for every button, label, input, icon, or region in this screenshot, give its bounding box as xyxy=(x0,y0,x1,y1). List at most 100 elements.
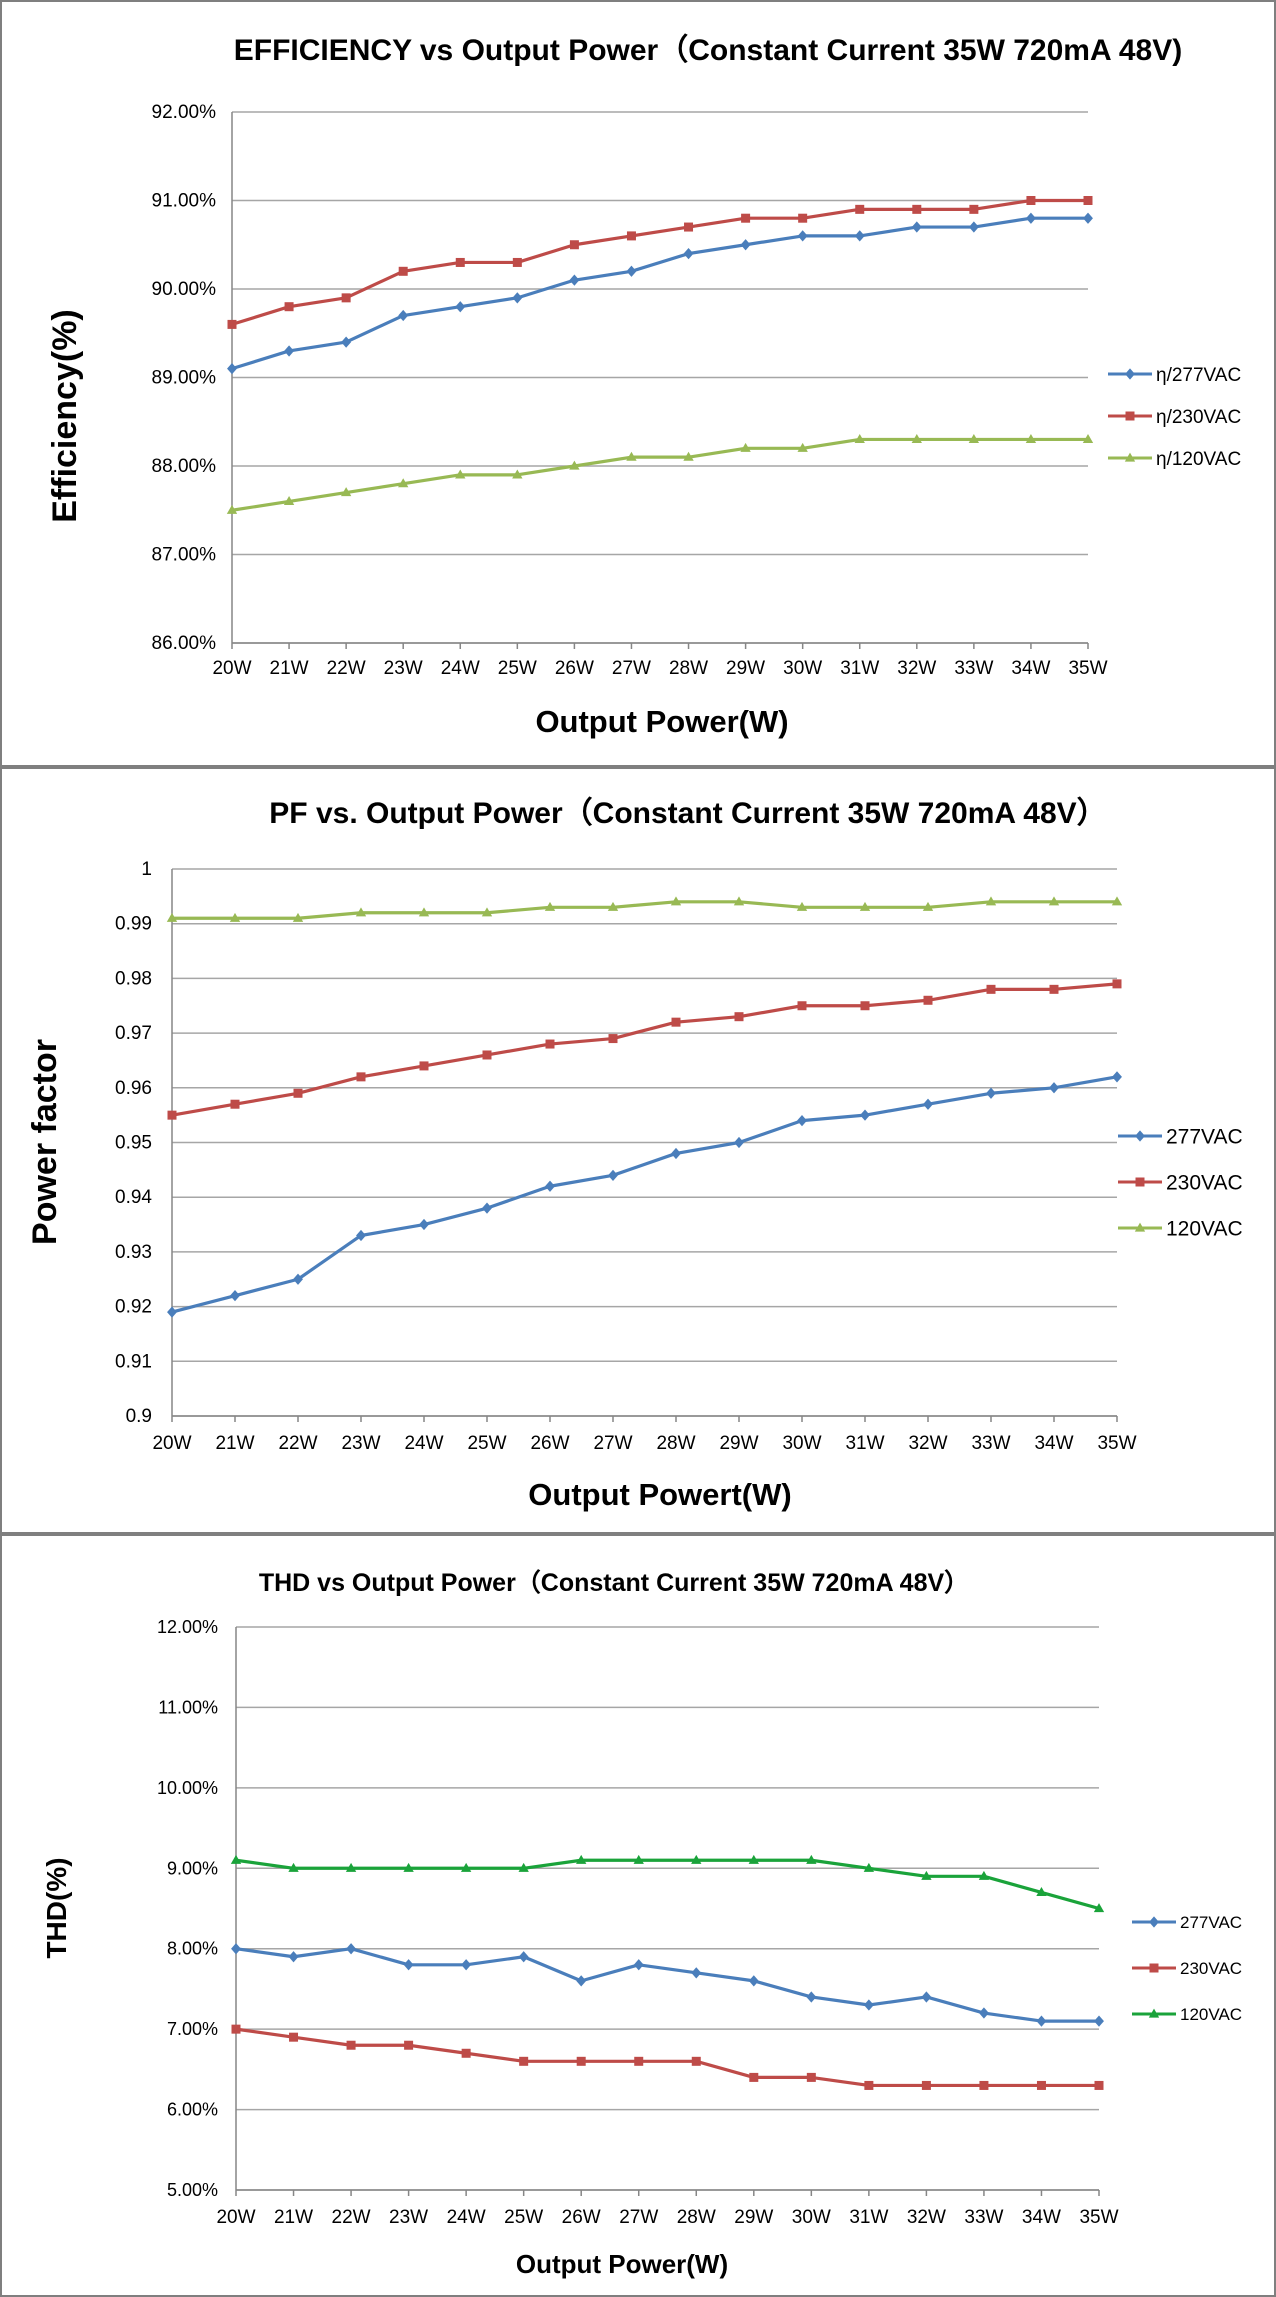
data-point xyxy=(569,274,580,286)
series-277vac xyxy=(231,1943,1104,2027)
data-point xyxy=(921,2080,931,2090)
data-point xyxy=(289,2032,299,2042)
data-point xyxy=(1112,979,1122,989)
series-line xyxy=(231,437,1088,512)
y-tick-label: 0.9 xyxy=(126,1406,152,1427)
y-tick-label: 0.94 xyxy=(115,1187,152,1208)
x-tick-label: 28W xyxy=(677,2207,716,2228)
data-point xyxy=(733,896,745,906)
data-point xyxy=(626,451,637,461)
x-axis-label: Output Powert(W) xyxy=(528,1477,791,1512)
data-point xyxy=(455,469,466,479)
legend-marker xyxy=(1148,2008,1160,2018)
data-point xyxy=(979,2080,989,2090)
data-point xyxy=(512,469,523,479)
data-point xyxy=(284,345,295,357)
data-point xyxy=(684,222,694,232)
x-tick-label: 33W xyxy=(964,2207,1003,2228)
data-point xyxy=(691,1967,702,1979)
data-point xyxy=(1111,896,1123,906)
x-tick-label: 31W xyxy=(849,2207,888,2228)
data-point xyxy=(864,2080,874,2090)
series-line xyxy=(172,900,1117,920)
data-point xyxy=(1036,2080,1046,2090)
data-point xyxy=(608,1034,618,1044)
y-tick-label: 0.96 xyxy=(115,1078,152,1099)
legend-label: 230VAC xyxy=(1166,1172,1243,1195)
data-point xyxy=(461,1959,472,1971)
x-tick-label: 29W xyxy=(726,658,765,679)
data-point xyxy=(404,2040,414,2050)
data-point xyxy=(398,266,408,276)
chart-panel-border xyxy=(0,767,1276,1534)
legend-item: 230VAC xyxy=(1132,1959,1242,1978)
series-line xyxy=(235,1947,1099,2023)
legend-marker xyxy=(1149,1963,1159,1973)
data-point xyxy=(634,2056,644,2066)
data-point xyxy=(854,434,865,444)
data-point xyxy=(231,2024,241,2034)
legend-label: η/120VAC xyxy=(1156,449,1241,470)
data-point xyxy=(227,319,237,329)
data-point xyxy=(748,1854,759,1864)
data-point xyxy=(481,907,493,917)
x-tick-label: 33W xyxy=(954,658,993,679)
data-point xyxy=(460,1862,472,1872)
data-point xyxy=(854,230,865,242)
data-point xyxy=(293,1088,303,1098)
legend-marker xyxy=(1135,1177,1145,1187)
x-tick-label: 25W xyxy=(467,1433,506,1454)
data-point xyxy=(797,230,808,242)
data-point xyxy=(1094,2015,1104,2027)
data-point xyxy=(545,1180,555,1192)
series-line xyxy=(231,198,1088,326)
x-tick-label: 24W xyxy=(404,1433,443,1454)
x-tick-label: 22W xyxy=(327,658,366,679)
y-tick-label: 91.00% xyxy=(152,191,217,212)
legend-item: 277VAC xyxy=(1132,1913,1242,1932)
legend-label: 120VAC xyxy=(1180,2005,1242,2024)
series-120vac xyxy=(230,1854,1105,1913)
y-tick-label: 9.00% xyxy=(167,1858,218,1878)
legend-label: 120VAC xyxy=(1166,1218,1243,1241)
data-point xyxy=(985,896,997,906)
legend-label: η/277VAC xyxy=(1156,365,1241,386)
chart-title: EFFICIENCY vs Output Power（Constant Curr… xyxy=(234,33,1183,67)
data-point xyxy=(230,1099,240,1109)
data-point xyxy=(806,2072,816,2082)
data-point xyxy=(341,293,351,303)
data-point xyxy=(284,302,294,312)
data-point xyxy=(806,1991,817,2003)
x-tick-label: 35W xyxy=(1079,2207,1118,2228)
x-tick-label: 30W xyxy=(782,1433,821,1454)
data-point xyxy=(455,301,466,313)
data-point xyxy=(978,2007,989,2019)
data-point xyxy=(1094,2080,1104,2090)
data-point xyxy=(283,496,295,505)
data-point xyxy=(986,984,996,994)
data-point xyxy=(923,995,933,1005)
data-point xyxy=(986,1087,996,1099)
y-tick-label: 0.95 xyxy=(115,1133,152,1154)
x-tick-label: 35W xyxy=(1097,1433,1136,1454)
series--120vac xyxy=(226,434,1094,514)
x-tick-label: 24W xyxy=(447,2207,486,2228)
x-tick-label: 33W xyxy=(971,1433,1010,1454)
data-point xyxy=(860,1109,870,1121)
data-point xyxy=(167,1110,177,1120)
y-tick-label: 87.00% xyxy=(152,545,217,566)
data-point xyxy=(863,1999,874,2011)
data-point xyxy=(969,204,979,214)
data-point xyxy=(576,2056,586,2066)
data-point xyxy=(670,896,682,906)
chart-title: PF vs. Output Power（Constant Current 35W… xyxy=(269,796,1106,830)
data-point xyxy=(608,1169,618,1181)
data-point xyxy=(418,907,430,917)
series--277vac xyxy=(227,212,1093,375)
data-point xyxy=(341,336,352,348)
data-point xyxy=(671,1017,681,1027)
data-point xyxy=(403,1959,414,1971)
y-tick-label: 88.00% xyxy=(152,456,217,477)
data-point xyxy=(806,1854,817,1864)
data-point xyxy=(855,204,865,214)
